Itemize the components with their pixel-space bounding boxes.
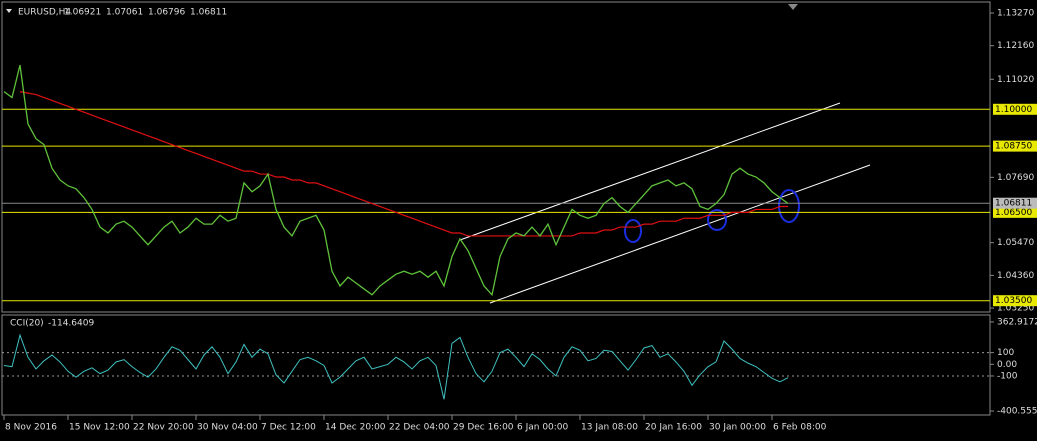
ohlc-value: 1.06796 bbox=[148, 8, 185, 18]
level-label: 1.10000 bbox=[995, 105, 1032, 115]
x-tick-label: 6 Feb 08:00 bbox=[773, 423, 827, 433]
x-tick-label: 14 Dec 20:00 bbox=[325, 423, 386, 433]
x-tick-label: 29 Dec 16:00 bbox=[453, 423, 514, 433]
y-tick-label: 1.05470 bbox=[997, 238, 1034, 248]
channel-upper bbox=[459, 102, 841, 241]
touch-circle bbox=[707, 209, 727, 231]
moving-average bbox=[19, 91, 788, 237]
y-tick-label: 1.12160 bbox=[997, 41, 1034, 51]
x-tick-label: 22 Nov 20:00 bbox=[133, 423, 194, 433]
touch-circle bbox=[624, 219, 642, 243]
level-label: 1.03500 bbox=[995, 296, 1032, 306]
cci-value: -114.6409 bbox=[48, 319, 94, 329]
last-price-tag bbox=[993, 197, 1037, 209]
y-tick-label: 1.04360 bbox=[997, 271, 1034, 281]
cci-tick-label: -400.5553 bbox=[997, 407, 1037, 417]
menu-arrow bbox=[6, 9, 12, 13]
level-tag bbox=[993, 140, 1037, 152]
last-price-label: 1.06811 bbox=[995, 199, 1032, 209]
channel-lower bbox=[489, 164, 871, 304]
level-label: 1.06500 bbox=[995, 208, 1032, 218]
x-tick-label: 8 Nov 2016 bbox=[5, 423, 57, 433]
cci-label: CCI(20) bbox=[10, 319, 44, 329]
ohlc-value: 1.06811 bbox=[190, 8, 227, 18]
x-tick-label: 30 Jan 00:00 bbox=[709, 423, 766, 433]
x-tick-label: 7 Dec 12:00 bbox=[261, 423, 316, 433]
level-tag bbox=[993, 295, 1037, 307]
ohlc-value: 1.07061 bbox=[106, 8, 143, 18]
x-tick-label: 22 Dec 04:00 bbox=[389, 423, 450, 433]
x-tick-label: 6 Jan 00:00 bbox=[517, 423, 569, 433]
cci-tick-label: -100 bbox=[997, 371, 1018, 381]
level-tag bbox=[993, 206, 1037, 218]
cci-tick-label: 362.9172 bbox=[997, 317, 1037, 327]
level-label: 1.08750 bbox=[995, 142, 1032, 152]
symbol: EURUSD,H4 bbox=[18, 8, 71, 18]
main-frame bbox=[1, 1, 991, 313]
shift-marker bbox=[788, 4, 798, 10]
touch-circle bbox=[778, 189, 800, 223]
ohlc-value: 1.06921 bbox=[64, 8, 101, 18]
y-tick-label: 1.07690 bbox=[997, 173, 1034, 183]
y-tick-label: 1.13270 bbox=[997, 9, 1034, 19]
cci-tick-label: 0.00 bbox=[997, 360, 1017, 370]
x-tick-label: 13 Jan 08:00 bbox=[581, 423, 638, 433]
cci-tick-label: 100 bbox=[997, 348, 1014, 358]
y-tick-label: 1.03250 bbox=[997, 304, 1034, 314]
x-tick-label: 20 Jan 16:00 bbox=[645, 423, 702, 433]
cci-line bbox=[3, 333, 789, 400]
price-line bbox=[3, 64, 789, 297]
x-tick-label: 30 Nov 04:00 bbox=[197, 423, 258, 433]
x-tick-label: 15 Nov 12:00 bbox=[69, 423, 130, 433]
cci-frame bbox=[1, 314, 991, 416]
y-tick-label: 1.11020 bbox=[997, 75, 1034, 85]
level-tag bbox=[993, 103, 1037, 115]
